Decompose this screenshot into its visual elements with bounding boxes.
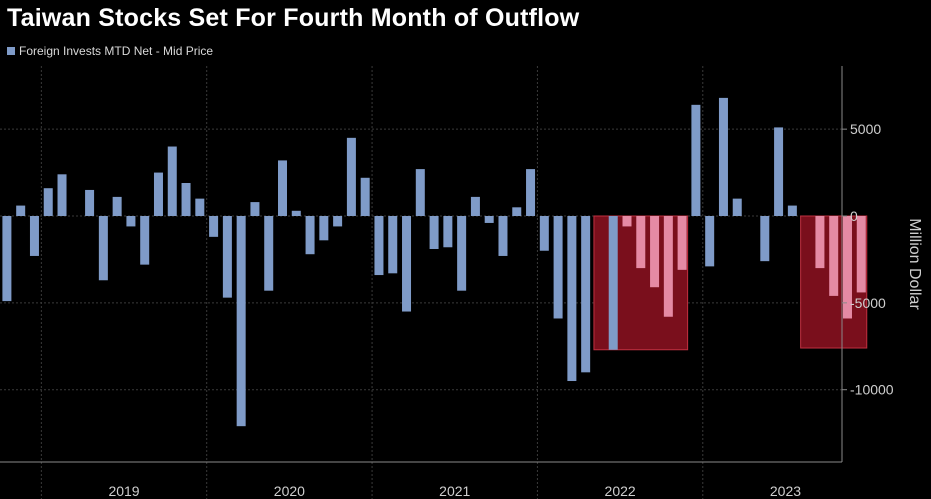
bar [333,216,343,227]
bar [264,216,274,291]
bar [567,216,577,382]
bar [374,216,384,276]
bar [856,216,866,293]
bar [319,216,329,241]
y-tick-label: 5000 [850,121,881,137]
x-year-label: 2021 [439,483,470,499]
bar [195,198,205,216]
bar [636,216,646,269]
x-year-label: 2022 [605,483,636,499]
bar [608,216,618,350]
bar [126,216,136,227]
bar [250,202,260,216]
bar [222,216,232,298]
x-year-label: 2020 [274,483,305,499]
bar [498,216,508,256]
bar [209,216,219,237]
bar [305,216,315,255]
chart-title: Taiwan Stocks Set For Fourth Month of Ou… [7,4,580,32]
bar [470,196,480,216]
bar [718,97,728,216]
bar [774,127,784,216]
bar [443,216,453,248]
bar [815,216,825,269]
bar [85,189,95,216]
bar [291,210,301,216]
bar [29,216,39,256]
bar [581,216,591,373]
bar [691,104,701,216]
legend-swatch [7,47,15,55]
bar [236,216,246,427]
y-tick-label: -5000 [850,295,886,311]
bar [16,205,26,216]
bar [457,216,467,291]
bar [402,216,412,312]
bar [760,216,770,262]
bar [622,216,632,227]
bar [650,216,660,288]
x-year-label: 2023 [770,483,801,499]
bar [829,216,839,296]
bar [677,216,687,270]
bar [663,216,673,317]
bar [112,196,122,216]
y-tick-label: -10000 [850,382,894,398]
bar [484,216,494,223]
bar [512,207,522,216]
y-tick-label: 0 [850,208,858,224]
bar [98,216,108,281]
bar [140,216,150,265]
bar [167,146,177,216]
bar [539,216,549,251]
bar [553,216,563,319]
bar [57,174,67,216]
bar [705,216,715,267]
bar [732,198,742,216]
bar [787,205,797,216]
legend: Foreign Invests MTD Net - Mid Price [7,44,213,58]
bar [181,182,191,216]
bar [842,216,852,319]
legend-label: Foreign Invests MTD Net - Mid Price [19,44,214,58]
bar [429,216,439,250]
bar [526,169,536,216]
x-year-label: 2019 [108,483,139,499]
bar [278,160,287,216]
y-axis-label: Million Dollar [906,218,923,310]
bar [2,216,12,302]
bar [346,137,356,216]
bar [360,177,370,216]
bar [415,169,425,216]
bar [153,172,163,216]
bar [388,216,398,274]
bar [43,188,53,216]
